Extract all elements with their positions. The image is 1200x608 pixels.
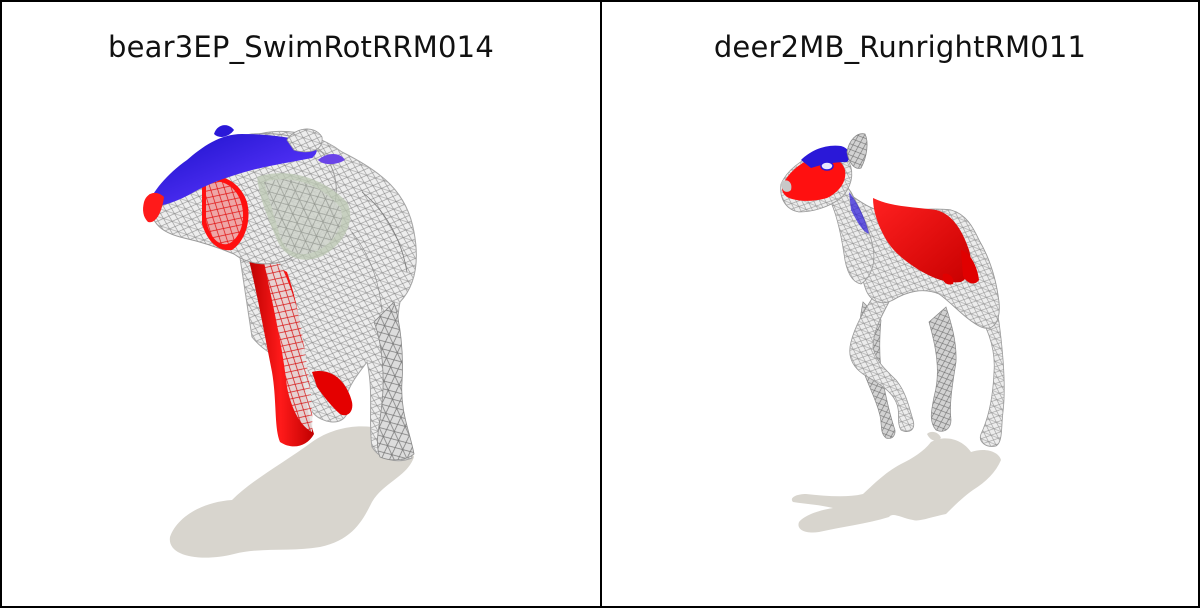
deer-snout	[781, 180, 792, 192]
bear-render[interactable]	[2, 2, 600, 606]
bear-leg-mesh-overlay	[264, 262, 313, 432]
bear-cheek-mesh	[264, 179, 342, 255]
deer-ear	[846, 133, 868, 169]
deer-eye	[820, 161, 834, 171]
bear-head-blue	[147, 134, 317, 207]
deer-shadow-ear	[927, 431, 941, 441]
bear-ear-left	[214, 125, 234, 137]
panel-divider	[600, 2, 602, 606]
deer-rump-red-tail	[942, 273, 954, 285]
deer-render[interactable]	[601, 2, 1199, 606]
deer-neck-blue	[849, 192, 869, 234]
bear-front-leg-right	[373, 301, 415, 461]
bear-snout-red	[143, 192, 164, 223]
deer-front-leg-front	[849, 291, 915, 432]
bear-back-purple	[318, 154, 345, 165]
panel-title-right: deer2MB_RunrightRM011	[713, 30, 1087, 64]
bear-shadow	[169, 426, 414, 558]
bear-face-red-mesh	[206, 181, 244, 245]
bear-ear-right	[286, 128, 323, 153]
right-panel: deer2MB_RunrightRM011	[601, 2, 1199, 606]
left-panel: bear3EP_SwimRotRRM014	[2, 2, 600, 606]
deer-shadow	[791, 438, 1001, 533]
panel-title-left: bear3EP_SwimRotRRM014	[108, 30, 494, 64]
deer-head-blue	[801, 145, 850, 168]
deer-rump-red-small	[961, 250, 979, 284]
deer-hind-leg-back	[928, 306, 957, 432]
deer-rump-red	[873, 198, 971, 283]
bear-flank-line	[361, 191, 408, 273]
bear-red-patch-chest	[312, 371, 353, 416]
bear-flank-line-2	[351, 231, 383, 313]
